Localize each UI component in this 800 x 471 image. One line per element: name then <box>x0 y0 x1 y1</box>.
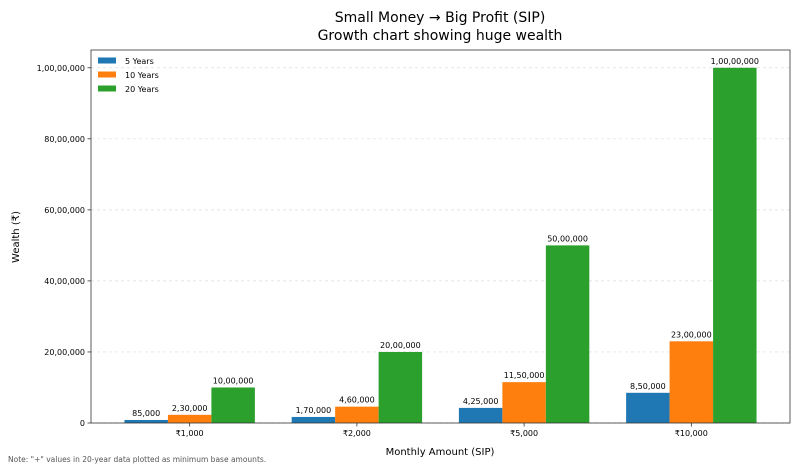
bar <box>335 406 379 423</box>
bar <box>502 382 546 423</box>
x-tick-label: ₹5,000 <box>510 429 538 438</box>
y-tick-label: 1,00,00,000 <box>37 64 85 73</box>
legend-label: 20 Years <box>125 85 159 94</box>
legend-swatch <box>98 71 116 78</box>
bar <box>291 416 336 423</box>
bar-value-label: 23,00,000 <box>671 330 712 339</box>
legend: 5 Years 10 Years 20 Years <box>98 57 159 94</box>
x-tick-label: ₹1,000 <box>176 429 204 438</box>
bar <box>545 245 590 423</box>
bars: 85,000 1,70,000 4,25,000 8,50,000 2,30,000 4,… <box>124 57 759 423</box>
y-axis-label: Wealth (₹) <box>11 211 22 263</box>
y-tick-label: 0 <box>80 419 85 428</box>
y-tick-label: 80,00,000 <box>44 135 85 144</box>
x-tick-label: ₹10,000 <box>675 429 708 438</box>
bar-value-label: 20,00,000 <box>380 341 421 350</box>
legend-label: 10 Years <box>125 71 159 80</box>
footnote: Note: "+" values in 20-year data plotted… <box>8 455 266 464</box>
x-axis-label: Monthly Amount (SIP) <box>386 447 495 458</box>
bar <box>669 341 714 423</box>
bar-value-label: 85,000 <box>132 409 160 418</box>
bar-value-label: 1,00,00,000 <box>711 57 759 66</box>
y-tick-label: 60,00,000 <box>44 206 85 215</box>
bar-value-label: 2,30,000 <box>172 404 208 413</box>
bar-value-label: 50,00,000 <box>547 234 588 243</box>
y-axis: 0 20,00,000 40,00,000 60,00,000 80,00,000 1,0… <box>37 64 91 428</box>
bar <box>626 392 670 423</box>
chart-title: Small Money → Big Profit (SIP) <box>335 10 546 26</box>
bar <box>378 351 423 423</box>
legend-swatch <box>98 57 116 64</box>
y-tick-label: 20,00,000 <box>44 348 85 357</box>
bar-value-label: 10,00,000 <box>213 376 254 385</box>
bar <box>124 419 168 423</box>
legend-label: 5 Years <box>125 57 154 66</box>
bar <box>167 414 212 423</box>
bar-value-label: 1,70,000 <box>296 406 332 415</box>
chart-subtitle: Growth chart showing huge wealth <box>318 28 563 44</box>
bar <box>458 407 503 423</box>
bar-value-label: 4,25,000 <box>463 397 499 406</box>
bar-value-label: 11,50,000 <box>504 371 545 380</box>
bar <box>211 387 255 423</box>
plot-frame <box>90 49 791 424</box>
y-tick-label: 40,00,000 <box>44 277 85 286</box>
bar-value-label: 4,60,000 <box>339 396 375 405</box>
legend-swatch <box>98 85 116 92</box>
bar-value-label: 8,50,000 <box>630 382 666 391</box>
bar <box>713 67 757 423</box>
x-axis: ₹1,000 ₹2,000 ₹5,000 ₹10,000 <box>176 423 708 438</box>
x-tick-label: ₹2,000 <box>343 429 371 438</box>
